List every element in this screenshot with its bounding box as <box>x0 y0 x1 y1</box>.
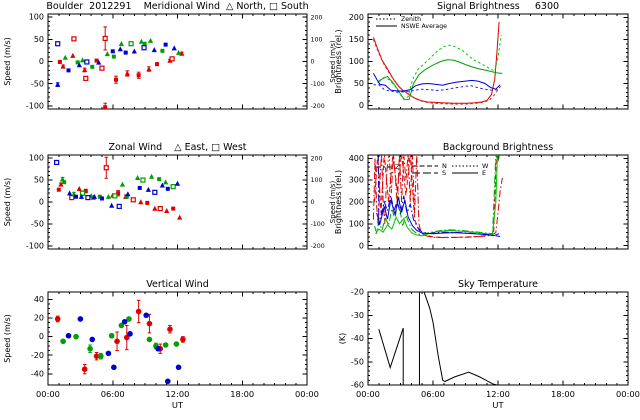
svg-text:00:00: 00:00 <box>616 389 640 399</box>
svg-text:-40: -40 <box>351 334 364 343</box>
svg-text:Speed (m/s): Speed (m/s) <box>329 181 337 224</box>
svg-text:0: 0 <box>39 57 44 66</box>
svg-text:Speed (m/s): Speed (m/s) <box>3 37 12 86</box>
svg-text:100: 100 <box>29 154 44 163</box>
svg-text:Brightness (rel.): Brightness (rel.) <box>334 29 343 93</box>
svg-text:200: 200 <box>349 13 364 22</box>
svg-text:100: 100 <box>29 13 44 22</box>
svg-text:-40: -40 <box>31 369 44 378</box>
svg-text:300: 300 <box>349 176 364 185</box>
svg-text:Vertical Wind: Vertical Wind <box>146 279 208 290</box>
svg-text:100: 100 <box>349 219 364 228</box>
svg-text:12:00: 12:00 <box>486 389 510 399</box>
svg-text:-20: -20 <box>351 288 364 297</box>
svg-text:-30: -30 <box>351 311 364 320</box>
svg-text:-60: -60 <box>351 381 364 390</box>
svg-text:50: 50 <box>354 79 364 88</box>
svg-text:00:00: 00:00 <box>295 389 319 399</box>
vertical-wind-panel: -40 -20 0 20 40 00:00 06:00 12:00 18:00 00:00 UT Sp… <box>3 279 319 410</box>
svg-text:-50: -50 <box>31 220 44 229</box>
svg-text:100: 100 <box>311 177 323 184</box>
svg-text:S: S <box>442 169 446 177</box>
svg-text:0: 0 <box>39 332 44 341</box>
svg-text:18:00: 18:00 <box>551 389 575 399</box>
svg-text:UT: UT <box>172 400 184 410</box>
svg-text:(K): (K) <box>338 333 347 345</box>
svg-text:200: 200 <box>349 198 364 207</box>
svg-text:06:00: 06:00 <box>421 389 445 399</box>
svg-text:100: 100 <box>349 57 364 66</box>
sky-temperature-panel: -60 -50 -40 -30 -20 00:00 06:00 12:00 18:00 00:00… <box>338 279 640 410</box>
svg-text:0: 0 <box>39 198 44 207</box>
svg-text:W: W <box>482 162 489 170</box>
svg-text:200: 200 <box>311 155 323 162</box>
svg-text:0: 0 <box>359 241 364 250</box>
svg-text:Background Brightness: Background Brightness <box>443 142 553 153</box>
svg-text:-200: -200 <box>311 243 325 250</box>
svg-text:-100: -100 <box>26 242 44 251</box>
svg-text:Boulder 2012291 Meridional: Boulder 2012291 Meridional Wind △ North,… <box>46 1 308 12</box>
svg-text:Speed (m/s): Speed (m/s) <box>329 40 337 83</box>
meridional-wind-panel: -100 -50 0 50 100 -200 -100 0 100 200 Speed (m/s) S… <box>3 1 337 110</box>
svg-text:Z: Z <box>395 163 400 171</box>
zonal-wind-panel: -100 -50 0 50 100 -200 -100 0 100 200 Speed (m/s) S… <box>3 142 337 251</box>
svg-text:100: 100 <box>311 37 323 44</box>
svg-text:Zenith: Zenith <box>401 16 421 23</box>
svg-text:Zonal Wind △ East, □ West: Zonal Wind △ East, □ West <box>109 142 247 153</box>
svg-text:-20: -20 <box>31 351 44 360</box>
svg-text:-50: -50 <box>351 357 364 366</box>
svg-text:40: 40 <box>34 295 44 304</box>
svg-text:UT: UT <box>492 400 504 410</box>
svg-text:Speed (m/s): Speed (m/s) <box>3 314 12 363</box>
svg-text:400: 400 <box>349 154 364 163</box>
svg-text:50: 50 <box>34 176 44 185</box>
svg-text:-200: -200 <box>311 103 325 110</box>
svg-text:0: 0 <box>359 101 364 110</box>
svg-text:Signal Brightness 6300: Signal Brightness 6300 <box>437 1 559 12</box>
svg-text:Sky Temperature: Sky Temperature <box>458 279 538 290</box>
svg-text:N: N <box>442 162 447 170</box>
svg-text:0: 0 <box>311 199 315 206</box>
svg-text:00:00: 00:00 <box>36 389 60 399</box>
svg-text:200: 200 <box>311 14 323 21</box>
svg-text:-50: -50 <box>31 79 44 88</box>
svg-text:E: E <box>482 169 486 177</box>
svg-text:50: 50 <box>34 35 44 44</box>
svg-text:18:00: 18:00 <box>230 389 254 399</box>
signal-brightness-panel: 0 50 100 150 200 Brightness (rel.) Signal Brig… <box>334 1 629 110</box>
svg-text:Speed (m/s): Speed (m/s) <box>3 178 12 227</box>
svg-text:-100: -100 <box>311 81 325 88</box>
svg-text:-100: -100 <box>311 221 325 228</box>
svg-text:NSWE Average: NSWE Average <box>401 23 447 30</box>
svg-text:12:00: 12:00 <box>166 389 190 399</box>
background-brightness-panel: 0 100 200 300 400 Brightness (rel.) Background… <box>334 142 629 250</box>
svg-text:-100: -100 <box>26 101 44 110</box>
svg-text:Brightness (rel.): Brightness (rel.) <box>334 170 343 234</box>
svg-text:00:00: 00:00 <box>356 389 380 399</box>
svg-text:20: 20 <box>34 314 44 323</box>
svg-text:0: 0 <box>311 59 315 66</box>
svg-text:06:00: 06:00 <box>101 389 125 399</box>
svg-text:150: 150 <box>349 35 364 44</box>
